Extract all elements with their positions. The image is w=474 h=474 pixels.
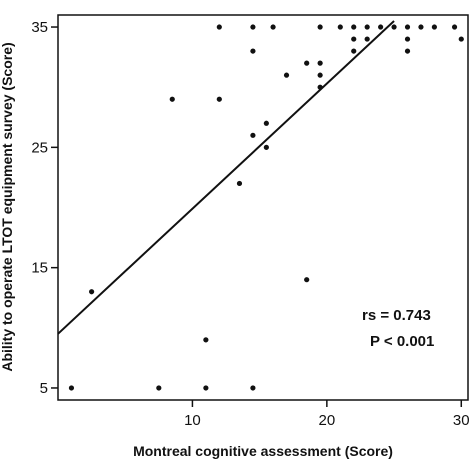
data-point: [250, 385, 256, 391]
data-points: [68, 24, 464, 391]
data-point: [250, 24, 256, 30]
data-point: [270, 24, 276, 30]
data-point: [89, 289, 95, 295]
y-tick-label: 5: [40, 380, 48, 397]
data-point: [304, 60, 310, 66]
x-tick-label: 20: [319, 412, 336, 429]
data-point: [236, 180, 243, 187]
data-point: [391, 24, 397, 30]
data-point: [431, 24, 437, 30]
x-tick-label: 30: [453, 412, 470, 429]
data-point: [451, 24, 458, 30]
annotation-p: P < 0.001: [370, 333, 434, 350]
data-point: [351, 24, 357, 30]
data-point: [216, 96, 222, 102]
data-point: [337, 24, 343, 30]
data-point: [364, 24, 370, 30]
data-point: [68, 385, 75, 391]
data-point: [283, 72, 290, 78]
data-point: [364, 36, 370, 42]
data-point: [304, 277, 310, 283]
data-point: [404, 48, 411, 54]
x-axis-title: Montreal cognitive assessment (Score): [133, 443, 393, 459]
x-tick-label: 10: [184, 412, 201, 429]
regression-line: [57, 20, 395, 335]
data-point: [263, 120, 269, 126]
data-point: [203, 337, 209, 343]
data-point: [404, 24, 411, 30]
data-point: [317, 24, 323, 30]
data-point: [378, 24, 384, 30]
data-point: [203, 385, 209, 391]
y-axis-title: Ability to operate LTOT equipment survey…: [0, 42, 15, 371]
plot-frame: [57, 14, 469, 401]
data-point: [418, 24, 424, 30]
y-tick-label: 25: [31, 139, 48, 156]
data-point: [250, 132, 256, 138]
annotation-rs: rs = 0.743: [362, 307, 431, 324]
data-point: [404, 36, 411, 42]
data-point: [169, 96, 175, 102]
data-point: [317, 84, 323, 90]
data-point: [317, 72, 323, 78]
data-point: [263, 144, 269, 150]
data-point: [250, 48, 256, 54]
data-point: [216, 24, 222, 30]
y-axis: 5 15 25 35: [31, 19, 58, 397]
y-tick-label: 35: [31, 19, 48, 36]
data-point: [351, 48, 357, 54]
data-point: [351, 36, 357, 42]
data-point: [156, 385, 162, 391]
x-axis: 10 20 30: [184, 400, 470, 429]
y-tick-label: 15: [31, 260, 48, 277]
data-point: [458, 36, 464, 42]
data-point: [317, 60, 323, 66]
